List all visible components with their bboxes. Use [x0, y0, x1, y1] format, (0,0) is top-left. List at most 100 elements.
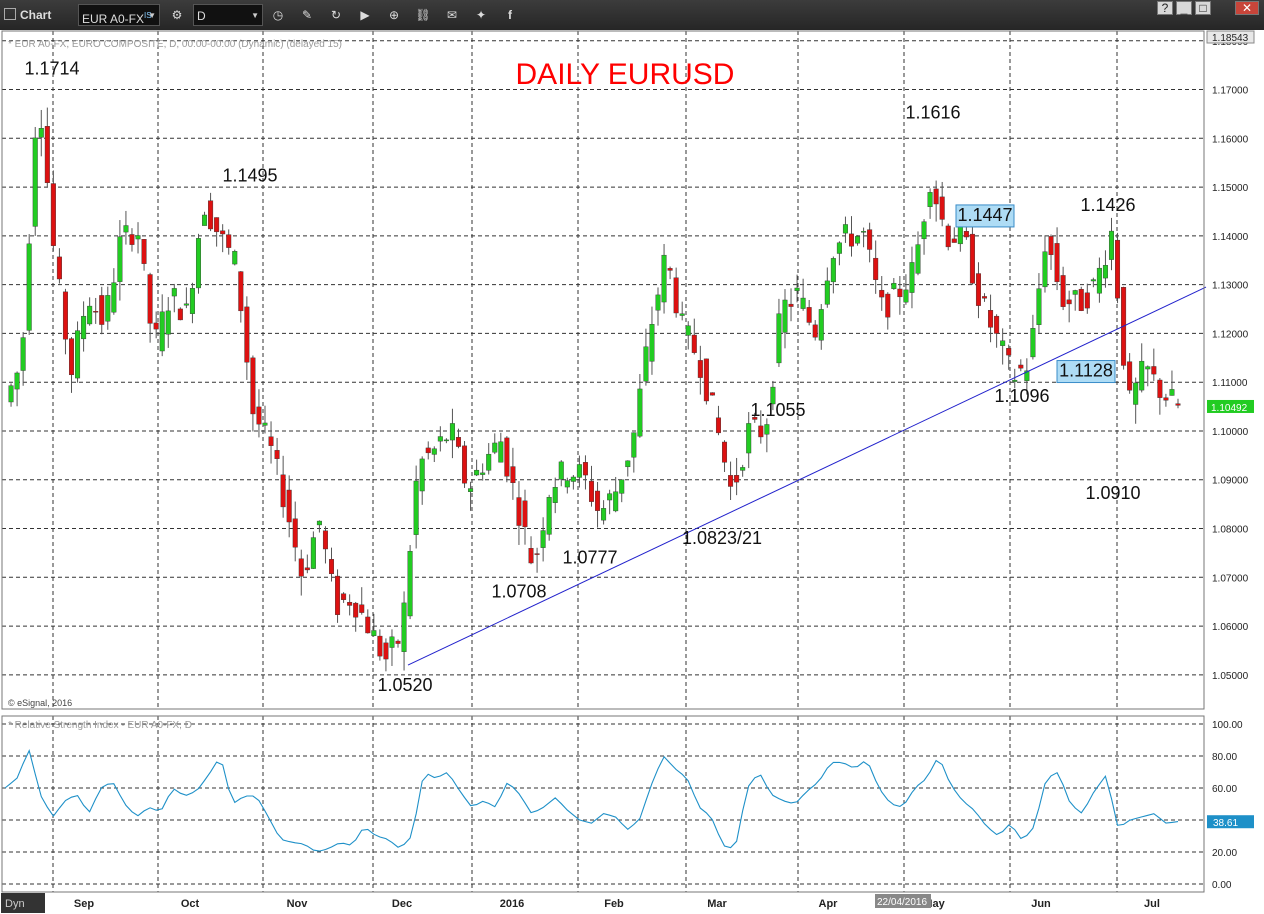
candle-up: [26, 243, 32, 331]
candle-up: [1012, 379, 1018, 382]
rsi-last-box: [1207, 815, 1254, 829]
candle-up: [117, 236, 123, 282]
candle-down: [220, 230, 226, 235]
candle-up: [607, 493, 613, 501]
date-axis-label: Jun: [1031, 898, 1051, 910]
candle-up: [492, 442, 498, 453]
candle-up: [75, 330, 81, 379]
candle-down: [703, 358, 709, 402]
candle-up: [232, 251, 238, 265]
last-price-box: [1207, 399, 1254, 413]
symbol-input[interactable]: EUR A0-FXIS ▼: [78, 4, 160, 26]
candle-up: [637, 388, 643, 437]
candle-up: [371, 630, 377, 636]
price-axis-tick-label: 1.05000: [1212, 671, 1249, 682]
zoom-icon[interactable]: ⊕: [388, 8, 400, 22]
candle-down: [268, 436, 274, 446]
candle-down: [758, 425, 764, 438]
trendline-group: [407, 286, 1207, 666]
candle-up: [419, 458, 425, 492]
candle-up: [437, 436, 443, 442]
candle-up: [1090, 279, 1096, 282]
comment-icon[interactable]: ✉: [446, 8, 458, 22]
interval-input[interactable]: D ▼: [193, 4, 263, 26]
cursor-date-label: 22/04/2016: [877, 897, 927, 908]
candle-down: [1078, 288, 1084, 311]
candle-down: [250, 357, 256, 415]
candle-up: [401, 602, 407, 652]
candle-up: [776, 313, 782, 364]
candle-down: [238, 271, 244, 312]
candle-up: [558, 461, 564, 480]
pencil-icon[interactable]: ✎: [301, 8, 313, 22]
last-price-label: 1.10492: [1211, 403, 1248, 414]
footer-dyn-box[interactable]: [1, 893, 45, 913]
play-icon[interactable]: ▶: [360, 8, 370, 22]
settings-icon[interactable]: ⚙: [171, 8, 183, 22]
candle-down: [951, 238, 957, 243]
candle-up: [855, 236, 861, 244]
candle-up: [564, 480, 570, 488]
candle-up: [81, 315, 87, 340]
chevron-down-icon[interactable]: ▼: [251, 11, 259, 20]
minimize-button[interactable]: _: [1176, 1, 1192, 15]
chart-toolbar: Chart EUR A0-FXIS ▼ ⚙ D ▼ ◷ ✎ ↻ ▶ ⊕ ⛓ ✉ ✦ …: [0, 0, 1264, 31]
close-button[interactable]: ✕: [1235, 1, 1259, 15]
candle-down: [516, 497, 522, 526]
cursor-date-box: [875, 894, 931, 908]
candle-up: [1139, 360, 1145, 391]
candle-down: [208, 200, 214, 230]
price-annotation: 1.1426: [1080, 195, 1135, 215]
candle-down: [62, 291, 68, 340]
candle-down: [99, 295, 105, 325]
candle-down: [93, 311, 99, 313]
candle-down: [1163, 397, 1169, 401]
candle-down: [722, 441, 728, 463]
candle-up: [14, 372, 20, 390]
price-axis-tick-label: 1.11000: [1212, 378, 1248, 389]
candle-up: [830, 258, 836, 283]
candle-down: [395, 640, 401, 644]
rsi-last-label: 38.61: [1213, 818, 1238, 829]
candle-up: [480, 472, 486, 475]
candle-up: [468, 488, 474, 492]
candle-down: [873, 257, 879, 280]
twitter-icon[interactable]: ✦: [475, 8, 487, 22]
chart-window-icon: [4, 8, 16, 20]
candle-up: [195, 238, 201, 289]
candle-down: [1006, 348, 1012, 356]
candle-down: [341, 593, 347, 600]
candle-down: [329, 559, 335, 575]
candle-down: [994, 315, 1000, 334]
price-annotation: 1.0823/21: [682, 528, 762, 548]
chart-canvas[interactable]: 1.1714 1.1495 1.0520 1.0708 1.0777 1.0823/21 1…: [0, 30, 1264, 914]
candle-up: [1000, 340, 1006, 346]
price-axis-tick-label: 1.06000: [1212, 622, 1249, 633]
candle-up: [643, 346, 649, 382]
price-axis-tick-label: 1.17000: [1212, 86, 1249, 97]
annotation-box: [955, 204, 1015, 228]
chevron-down-icon[interactable]: ▼: [148, 11, 156, 20]
refresh-icon[interactable]: ↻: [330, 8, 342, 22]
candle-up: [20, 337, 26, 371]
maximize-button[interactable]: □: [1195, 1, 1211, 15]
candle-down: [885, 293, 891, 318]
clock-icon[interactable]: ◷: [272, 8, 284, 22]
price-annotation: 1.0777: [562, 548, 617, 568]
candle-down: [534, 553, 540, 555]
candle-down: [425, 447, 431, 454]
candle-up: [32, 137, 38, 227]
help-button[interactable]: ?: [1157, 1, 1173, 15]
rsi-grid: [2, 716, 1204, 892]
candle-down: [153, 322, 159, 330]
top-value-label: 1.18543: [1212, 33, 1249, 44]
candle-up: [836, 242, 842, 254]
link-icon[interactable]: ⛓: [415, 8, 431, 22]
candle-down: [867, 229, 873, 250]
price-annotation: 1.0910: [1085, 483, 1140, 503]
candle-up: [613, 491, 619, 512]
chart-title: DAILY EURUSD: [516, 58, 735, 91]
candle-down: [1084, 292, 1090, 309]
facebook-icon[interactable]: f: [508, 8, 512, 22]
candle-down: [982, 296, 988, 299]
